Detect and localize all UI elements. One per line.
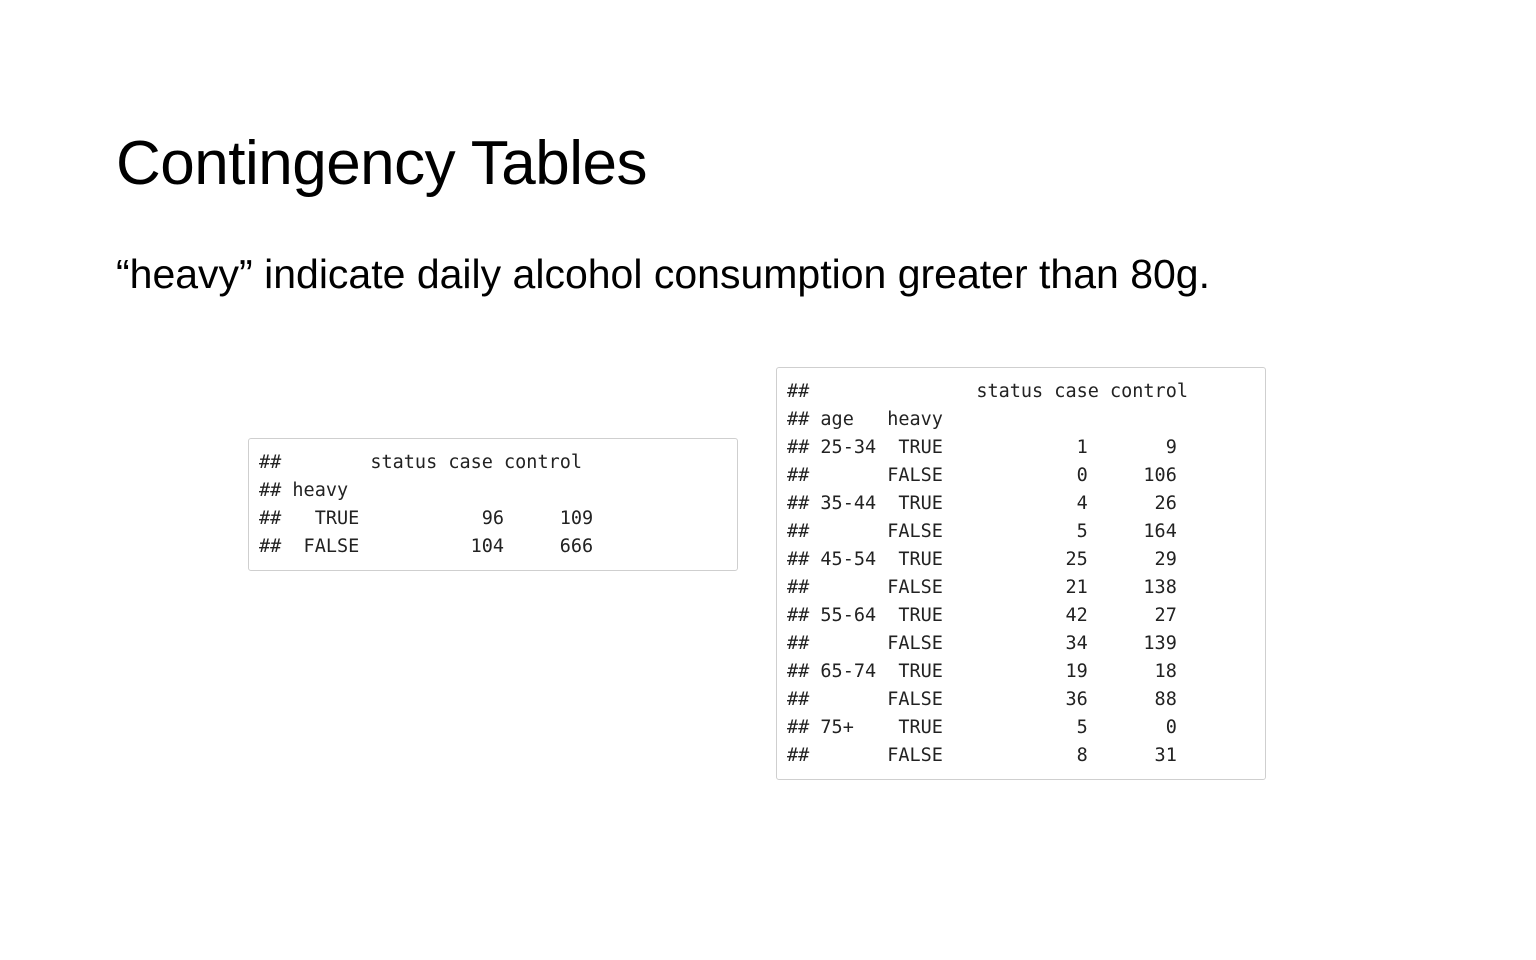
code-line: ## 45-54 TRUE 25 29 bbox=[787, 549, 1177, 570]
slide-title: Contingency Tables bbox=[116, 129, 648, 198]
code-line: ## 65-74 TRUE 19 18 bbox=[787, 661, 1177, 682]
code-line: ## 35-44 TRUE 4 26 bbox=[787, 493, 1177, 514]
code-line: ## age heavy bbox=[787, 409, 943, 430]
code-line: ## FALSE 5 164 bbox=[787, 521, 1177, 542]
code-line: ## FALSE 0 106 bbox=[787, 465, 1177, 486]
code-line: ## 75+ TRUE 5 0 bbox=[787, 717, 1177, 738]
code-line: ## FALSE 104 666 bbox=[259, 536, 594, 557]
code-line: ## 25-34 TRUE 1 9 bbox=[787, 437, 1177, 458]
code-line: ## FALSE 21 138 bbox=[787, 577, 1177, 598]
code-output-heavy-by-status: ## status case control ## heavy ## TRUE … bbox=[248, 438, 738, 571]
slide-body-text: “heavy” indicate daily alcohol consumpti… bbox=[116, 251, 1210, 297]
code-line: ## 55-64 TRUE 42 27 bbox=[787, 605, 1177, 626]
code-line: ## FALSE 8 31 bbox=[787, 745, 1177, 766]
code-line: ## FALSE 34 139 bbox=[787, 633, 1177, 654]
code-line: ## status case control bbox=[259, 452, 583, 473]
code-line: ## status case control bbox=[787, 381, 1188, 402]
code-line: ## FALSE 36 88 bbox=[787, 689, 1177, 710]
code-line: ## TRUE 96 109 bbox=[259, 508, 594, 529]
code-output-age-heavy-by-status: ## status case control ## age heavy ## 2… bbox=[776, 367, 1266, 780]
code-line: ## heavy bbox=[259, 480, 349, 501]
